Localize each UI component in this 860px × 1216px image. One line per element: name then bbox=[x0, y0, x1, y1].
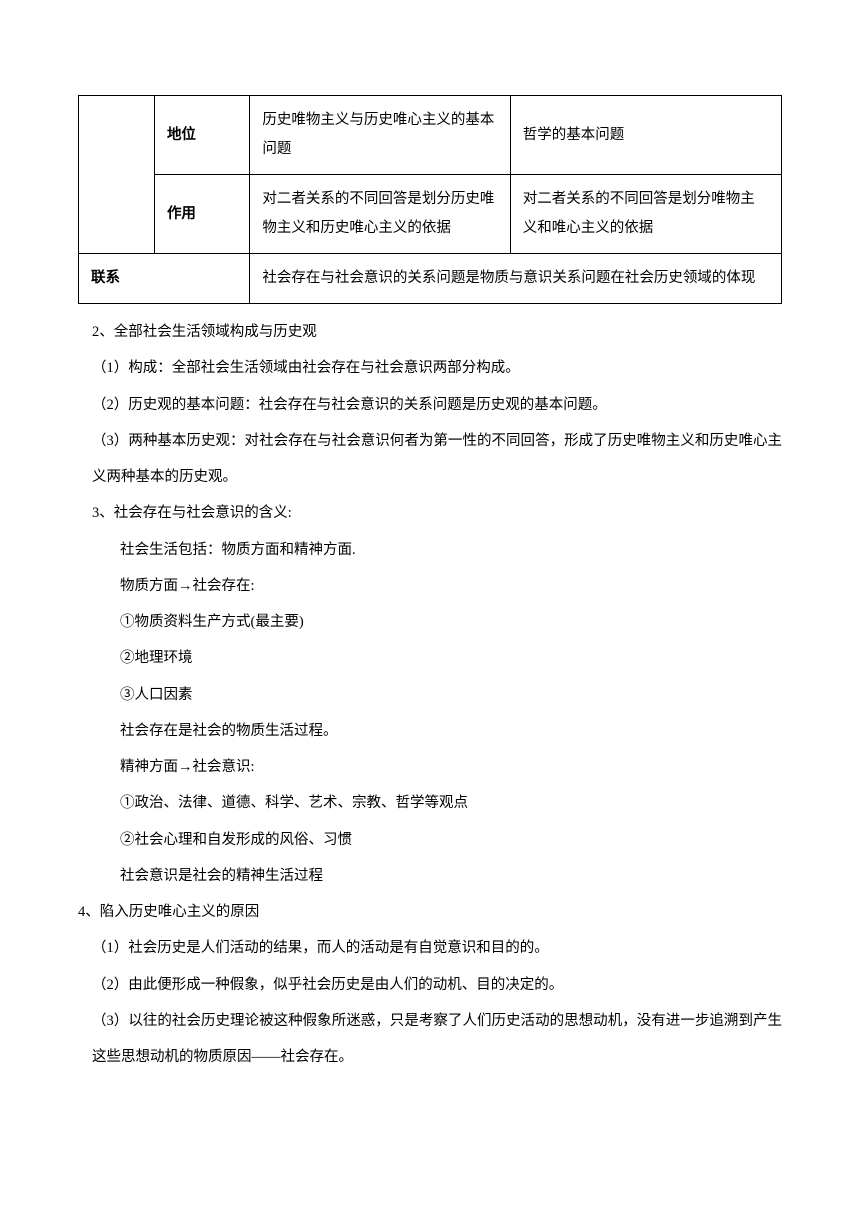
paragraph: 社会生活包括：物质方面和精神方面. bbox=[78, 532, 782, 568]
paragraph: 精神方面→社会意识: bbox=[78, 749, 782, 785]
table-cell-label: 地位 bbox=[154, 96, 249, 175]
comparison-table: 地位 历史唯物主义与历史唯心主义的基本问题 哲学的基本问题 作用 对二者关系的不… bbox=[78, 95, 782, 304]
table-cell: 社会存在与社会意识的关系问题是物质与意识关系问题在社会历史领域的体现 bbox=[250, 254, 782, 304]
paragraph: ①政治、法律、道德、科学、艺术、宗教、哲学等观点 bbox=[78, 785, 782, 821]
table-cell: 哲学的基本问题 bbox=[510, 96, 781, 175]
paragraph: 社会存在是社会的物质生活过程。 bbox=[78, 713, 782, 749]
table-cell-empty bbox=[79, 96, 155, 254]
table-row: 作用 对二者关系的不同回答是划分历史唯物主义和历史唯心主义的依据 对二者关系的不… bbox=[79, 175, 782, 254]
paragraph: （2）历史观的基本问题：社会存在与社会意识的关系问题是历史观的基本问题。 bbox=[78, 387, 782, 423]
table-row: 地位 历史唯物主义与历史唯心主义的基本问题 哲学的基本问题 bbox=[79, 96, 782, 175]
paragraph: 4、陷入历史唯心主义的原因 bbox=[78, 894, 782, 930]
body-content: 2、全部社会生活领域构成与历史观 （1）构成：全部社会生活领域由社会存在与社会意… bbox=[78, 314, 782, 1075]
paragraph: ③人口因素 bbox=[78, 677, 782, 713]
paragraph: （1）构成：全部社会生活领域由社会存在与社会意识两部分构成。 bbox=[78, 350, 782, 386]
table-cell-label: 作用 bbox=[154, 175, 249, 254]
table-cell-label: 联系 bbox=[79, 254, 250, 304]
paragraph: ①物质资料生产方式(最主要) bbox=[78, 604, 782, 640]
paragraph: 物质方面→社会存在: bbox=[78, 568, 782, 604]
table-cell: 对二者关系的不同回答是划分唯物主义和唯心主义的依据 bbox=[510, 175, 781, 254]
paragraph: （3）两种基本历史观：对社会存在与社会意识何者为第一性的不同回答，形成了历史唯物… bbox=[78, 423, 782, 496]
paragraph: （2）由此便形成一种假象，似乎社会历史是由人们的动机、目的决定的。 bbox=[78, 967, 782, 1003]
paragraph: ②地理环境 bbox=[78, 640, 782, 676]
paragraph: 2、全部社会生活领域构成与历史观 bbox=[78, 314, 782, 350]
table-cell: 对二者关系的不同回答是划分历史唯物主义和历史唯心主义的依据 bbox=[250, 175, 510, 254]
table-cell: 历史唯物主义与历史唯心主义的基本问题 bbox=[250, 96, 510, 175]
table-row: 联系 社会存在与社会意识的关系问题是物质与意识关系问题在社会历史领域的体现 bbox=[79, 254, 782, 304]
paragraph: （1）社会历史是人们活动的结果，而人的活动是有自觉意识和目的的。 bbox=[78, 930, 782, 966]
paragraph: （3）以往的社会历史理论被这种假象所迷惑，只是考察了人们历史活动的思想动机，没有… bbox=[78, 1003, 782, 1076]
paragraph: ②社会心理和自发形成的风俗、习惯 bbox=[78, 822, 782, 858]
paragraph: 3、社会存在与社会意识的含义: bbox=[78, 495, 782, 531]
paragraph: 社会意识是社会的精神生活过程 bbox=[78, 858, 782, 894]
